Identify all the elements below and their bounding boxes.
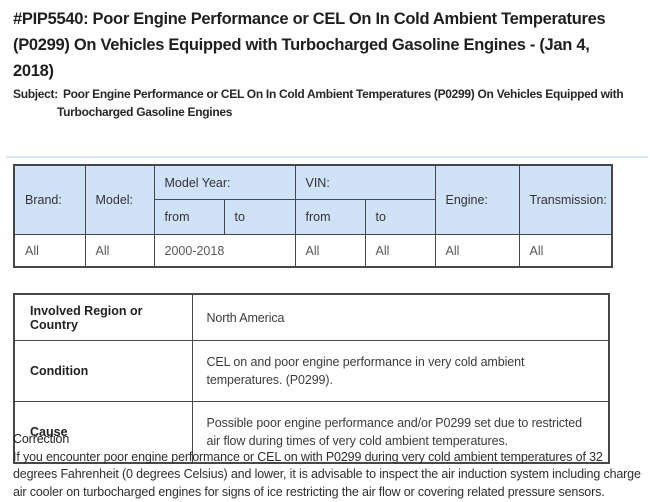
details-table: Involved Region or Country North America… [13,293,610,464]
table-row: Involved Region or Country North America [13,293,610,341]
bulletin-title-line: #PIP5540: Poor Engine Performance or CEL… [13,10,606,28]
subject-line-1: Subject: Poor Engine Performance or CEL O… [13,85,647,103]
column-header-engine: Engine: [434,164,520,235]
cell-vin-to: All [364,234,436,268]
cell-brand: All [13,234,86,268]
subject-text-1: Poor Engine Performance or CEL On In Col… [62,87,624,101]
correction-heading: Correction [13,432,70,446]
column-header-model: Model: [84,164,155,235]
subject-block: Subject: Poor Engine Performance or CEL O… [13,85,647,121]
vehicle-table-row: All All 2000-2018 All All All All [13,234,613,268]
cell-vin-from: All [294,234,366,268]
column-header-vin: VIN: [294,164,436,200]
detail-value-condition: CEL on and poor engine performance in ve… [191,340,610,402]
cell-model-year: 2000-2018 [153,234,296,268]
table-row: Cause Possible poor engine performance a… [13,401,610,464]
cell-engine: All [434,234,520,268]
detail-label-region: Involved Region or Country [13,293,193,341]
vehicle-table: Brand: Model: Model Year: VIN: Engine: T… [13,164,613,268]
correction-body: If you encounter poor engine performance… [13,450,641,499]
cell-transmission: All [518,234,613,268]
table-row: Condition CEL on and poor engine perform… [13,340,610,402]
column-header-model-year: Model Year: [153,164,296,200]
correction-section: Correction If you encounter poor engine … [13,431,647,501]
column-header-vin-from: from [294,199,366,235]
column-header-vin-to: to [364,199,436,235]
column-header-transmission: Transmission: [518,164,613,235]
detail-value-cause: Possible poor engine performance and/or … [191,401,610,464]
horizontal-divider [6,156,648,158]
bulletin-title-line: (P0299) On Vehicles Equipped with Turboc… [13,36,590,54]
column-header-model-year-to: to [223,199,296,235]
detail-value-region: North America [191,293,610,341]
bulletin-title: #PIP5540: Poor Engine Performance or CEL… [13,6,647,84]
detail-label-cause: Cause [13,401,193,464]
detail-label-condition: Condition [13,340,193,402]
cell-model: All [84,234,155,268]
subject-label: Subject: [13,87,58,101]
column-header-model-year-from: from [153,199,225,235]
column-header-brand: Brand: [13,164,86,235]
bulletin-title-line: 2018) [13,62,54,80]
subject-text-2: Turbocharged Gasoline Engines [57,105,233,119]
